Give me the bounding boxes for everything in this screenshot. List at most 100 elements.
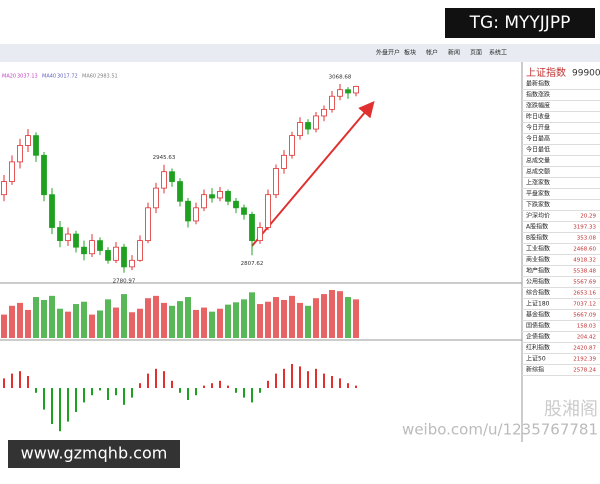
quote-value: 2468.60 [573,247,596,253]
volume-bar [353,299,359,338]
candle-body [289,135,295,156]
quote-value: 4918.32 [573,258,596,264]
macd-bar [115,388,117,396]
macd-bar [171,380,173,388]
volume-bar [249,292,255,338]
quote-label: 地产指数 [526,267,550,275]
volume-bar [233,302,239,338]
volume-bar [257,304,263,338]
volume-bar [321,294,327,338]
candle-body [193,207,199,222]
candle-body [129,259,135,268]
macd-bar [259,388,261,393]
watermark-box [445,8,595,38]
quote-label: 综合指数 [526,289,550,297]
macd-bar [187,388,189,400]
candle-body [89,240,95,255]
volume-bar [57,308,63,338]
candle-body [233,200,239,209]
macd-bar [275,373,277,388]
macd-bar [107,388,109,400]
volume-bar [65,311,71,338]
toolbar-item[interactable]: 页面 [470,50,482,57]
watermark: TG: MYYJJPP [469,13,571,33]
candle-body [137,240,143,261]
quote-label: 国债指数 [526,322,550,330]
volume-bar [329,290,335,338]
macd-bar [347,383,349,388]
volume-bar [289,295,295,338]
ma-value: 3017.72 [57,74,78,80]
macd-bar [51,388,53,424]
macd-bar [3,378,5,388]
quote-label: 工业指数 [526,245,550,253]
volume-bar [217,308,223,338]
quote-value: 158.03 [577,324,597,330]
candle-body [97,240,103,251]
candle-body [57,227,63,242]
macd-bar [35,388,37,393]
quote-value: 353.08 [577,236,597,242]
candle-body [81,246,87,255]
toolbar-item[interactable]: 外盘开户 [376,49,400,57]
quote-value: 20.29 [580,214,596,220]
macd-bar [163,371,165,388]
candle-body [73,233,79,248]
quote-label: 最新指数 [526,80,550,88]
macd-bar [19,371,21,388]
candle-body [17,145,23,163]
volume-bar [25,309,31,338]
volume-bar [137,308,143,338]
volume-bar [153,295,159,338]
volume-bar [345,297,351,338]
candle-body [297,122,303,137]
volume-bar [73,304,79,338]
volume-bar [273,297,279,338]
macd-bar [43,388,45,410]
quote-label: 新综指 [526,366,544,374]
toolbar-item[interactable]: 板块 [404,49,416,57]
macd-bar [147,373,149,388]
volume-bar [241,299,247,338]
candle-body [217,191,223,199]
macd-bar [315,368,317,388]
quote-value: 2192.39 [573,357,596,363]
macd-bar [91,388,93,396]
volume-bar [33,297,39,338]
ma-value: 3037.13 [17,74,38,80]
toolbar-item[interactable]: 系统工 [489,49,507,57]
volume-bar [121,294,127,338]
macd-bar [291,364,293,388]
candle-body [169,171,175,182]
macd-bar [123,388,125,405]
volume-bar [337,291,343,338]
watermark: www.gzmqhb.com [21,444,168,463]
watermark-logo: 股湘阁 [544,399,598,420]
quote-value: 204.42 [577,335,596,341]
candle-body [273,168,279,196]
quote-label: 昨日收盘 [526,113,550,121]
toolbar [0,44,600,62]
volume-bar [185,297,191,338]
quote-value: 3197.33 [573,225,596,231]
macd-bar [211,383,213,388]
candle-body [329,95,335,110]
price-annotation: 3068.68 [329,74,352,80]
candle-body [241,207,247,215]
volume-bar [17,302,23,338]
macd-bar [67,388,69,422]
quote-label: 今日最低 [526,146,550,154]
volume-bar [81,301,87,338]
quote-label: 平盘家数 [526,190,550,198]
candle-body [353,86,359,94]
macd-bar [131,388,133,398]
candle-body [1,181,7,196]
candle-body [321,108,327,117]
macd-bar [299,366,301,388]
toolbar-item[interactable]: 新闻 [448,49,460,57]
macd-bar [307,371,309,388]
toolbar-item[interactable]: 帐户 [426,49,438,57]
quote-label: 基金指数 [526,311,550,319]
watermark-box [8,440,180,468]
volume-bar [201,307,207,338]
